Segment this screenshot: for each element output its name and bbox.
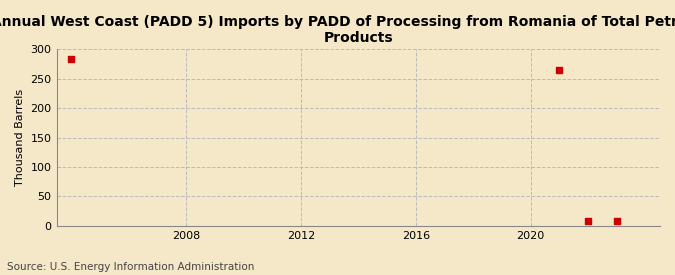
Point [65, 56, 76, 61]
Point [583, 219, 593, 223]
Point [554, 68, 565, 72]
Text: Source: U.S. Energy Information Administration: Source: U.S. Energy Information Administ… [7, 262, 254, 272]
Y-axis label: Thousand Barrels: Thousand Barrels [15, 89, 25, 186]
Title: Annual West Coast (PADD 5) Imports by PADD of Processing from Romania of Total P: Annual West Coast (PADD 5) Imports by PA… [0, 15, 675, 45]
Point [612, 219, 622, 223]
